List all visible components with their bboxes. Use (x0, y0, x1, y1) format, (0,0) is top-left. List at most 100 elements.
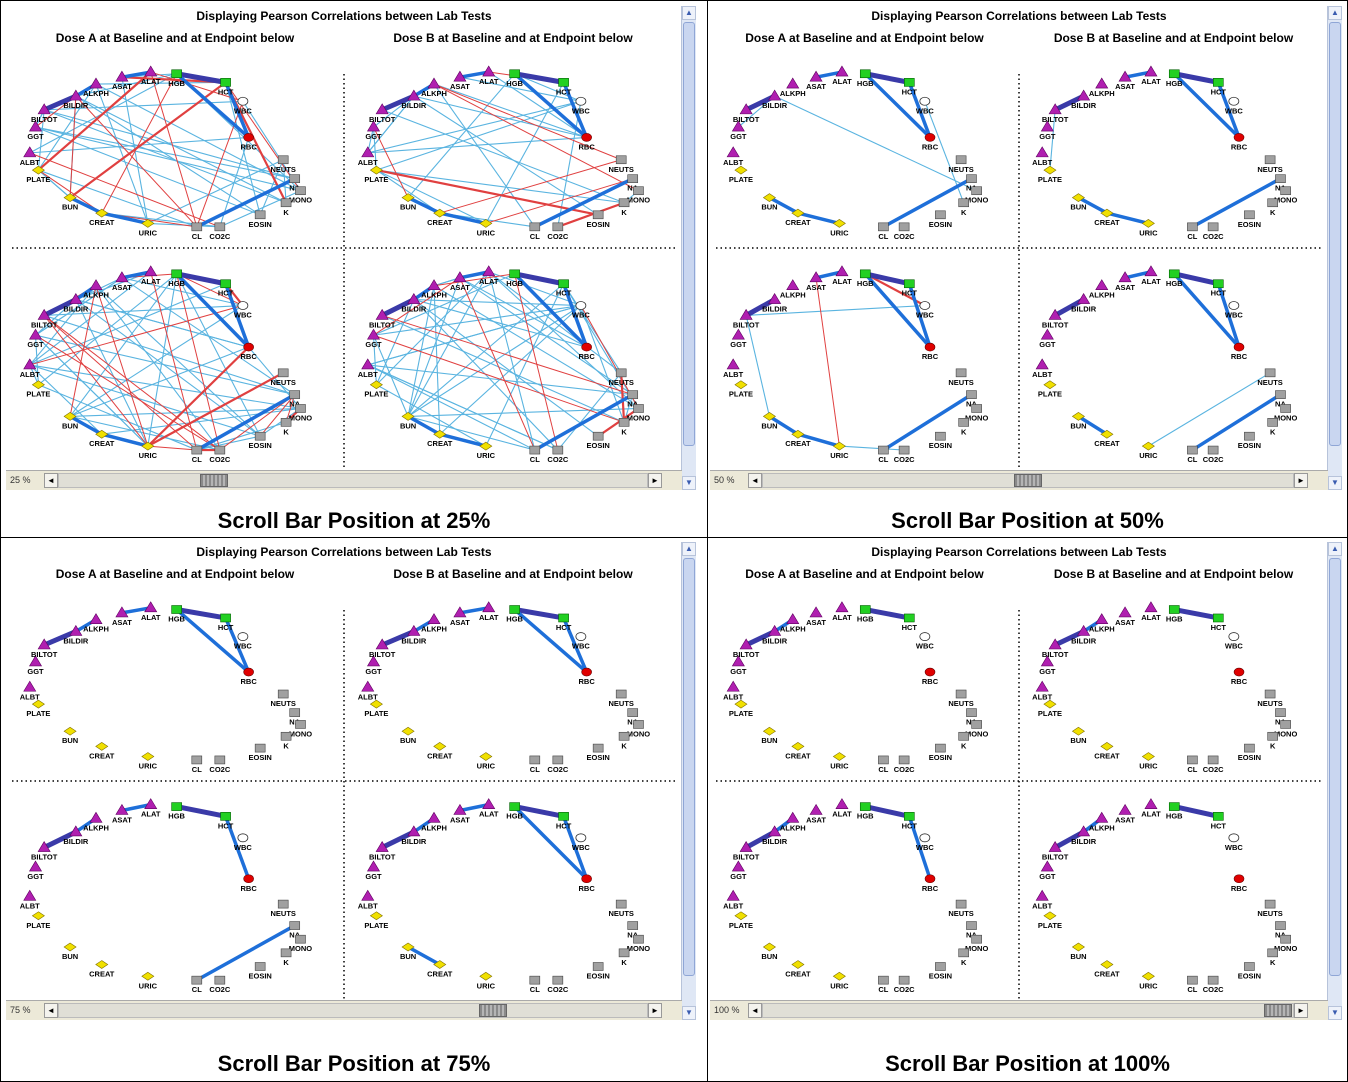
correlation-viewer[interactable]: Displaying Pearson Correlations between … (6, 6, 682, 470)
node-plate[interactable]: PLATE (26, 699, 50, 718)
node-co2c[interactable]: CO2C (209, 445, 231, 464)
node-creat[interactable]: CREAT (1094, 742, 1120, 760)
node-bun[interactable]: BUN (1070, 726, 1087, 745)
node-hgb[interactable]: HGB (857, 69, 874, 88)
node-alat[interactable]: ALAT (141, 65, 161, 86)
node-alkph[interactable]: ALKPH (1089, 811, 1115, 832)
node-albt[interactable]: ALBT (20, 889, 40, 910)
node-eosin[interactable]: EOSIN (586, 743, 610, 762)
node-alat[interactable]: ALAT (832, 798, 852, 819)
node-hgb[interactable]: HGB (1166, 802, 1183, 821)
node-uric[interactable]: URIC (1139, 971, 1158, 990)
node-wbc[interactable]: WBC (1225, 833, 1243, 852)
node-albt[interactable]: ALBT (358, 358, 378, 379)
node-alat[interactable]: ALAT (1141, 798, 1161, 819)
node-bildir[interactable]: BILDIR (63, 292, 89, 314)
node-bun[interactable]: BUN (400, 193, 416, 212)
node-biltot[interactable]: BILTOT (1042, 103, 1069, 124)
node-bun[interactable]: BUN (400, 726, 416, 745)
node-albt[interactable]: ALBT (20, 146, 40, 167)
node-cl[interactable]: CL (1187, 755, 1198, 774)
node-hct[interactable]: HCT (218, 279, 234, 298)
node-hgb[interactable]: HGB (1166, 269, 1183, 288)
node-plate[interactable]: PLATE (1038, 165, 1062, 184)
node-alat[interactable]: ALAT (479, 798, 499, 819)
node-albt[interactable]: ALBT (1032, 680, 1053, 701)
node-wbc[interactable]: WBC (916, 96, 934, 115)
node-mono[interactable]: MONO (1274, 404, 1297, 422)
node-bildir[interactable]: BILDIR (1071, 89, 1097, 110)
node-na[interactable]: NA (289, 708, 301, 727)
horizontal-scroll-thumb[interactable] (478, 1004, 507, 1017)
node-wbc[interactable]: WBC (1225, 301, 1243, 320)
node-uric[interactable]: URIC (830, 219, 849, 237)
scroll-right-button[interactable]: ► (1294, 1003, 1308, 1018)
node-co2c[interactable]: CO2C (547, 975, 569, 994)
node-alat[interactable]: ALAT (141, 601, 161, 622)
node-bun[interactable]: BUN (761, 726, 778, 745)
node-alat[interactable]: ALAT (141, 798, 161, 819)
node-hct[interactable]: HCT (1211, 812, 1227, 830)
node-cl[interactable]: CL (529, 222, 540, 241)
node-rbc[interactable]: RBC (579, 874, 596, 893)
node-bun[interactable]: BUN (62, 942, 78, 961)
node-neuts[interactable]: NEUTS (1257, 689, 1283, 708)
horizontal-scrollbar[interactable]: 100 % ◄ ► (710, 1000, 1328, 1020)
node-biltot[interactable]: BILTOT (733, 308, 760, 329)
node-co2c[interactable]: CO2C (547, 222, 569, 241)
node-mono[interactable]: MONO (965, 186, 988, 205)
node-k[interactable]: K (958, 198, 969, 217)
node-ggt[interactable]: GGT (730, 328, 747, 349)
node-hct[interactable]: HCT (556, 78, 572, 96)
node-hgb[interactable]: HGB (857, 802, 874, 821)
node-albt[interactable]: ALBT (358, 889, 378, 910)
node-neuts[interactable]: NEUTS (948, 155, 974, 174)
scroll-left-button[interactable]: ◄ (44, 473, 58, 488)
node-mono[interactable]: MONO (289, 404, 312, 422)
node-albt[interactable]: ALBT (723, 146, 744, 167)
node-alkph[interactable]: ALKPH (421, 279, 447, 300)
node-na[interactable]: NA (627, 390, 639, 409)
node-na[interactable]: NA (1275, 390, 1286, 409)
node-alat[interactable]: ALAT (1141, 265, 1161, 286)
node-creat[interactable]: CREAT (785, 960, 811, 979)
scroll-down-button[interactable]: ▼ (1328, 1006, 1342, 1020)
node-biltot[interactable]: BILTOT (31, 308, 58, 329)
node-neuts[interactable]: NEUTS (608, 899, 634, 918)
node-bun[interactable]: BUN (62, 726, 78, 745)
node-cl[interactable]: CL (1187, 445, 1198, 464)
node-eosin[interactable]: EOSIN (248, 743, 272, 762)
node-ggt[interactable]: GGT (365, 120, 382, 141)
node-neuts[interactable]: NEUTS (948, 899, 974, 918)
node-co2c[interactable]: CO2C (894, 975, 915, 994)
node-co2c[interactable]: CO2C (547, 755, 569, 774)
node-asat[interactable]: ASAT (1115, 803, 1135, 825)
node-mono[interactable]: MONO (965, 934, 988, 953)
node-bun[interactable]: BUN (400, 412, 416, 430)
node-biltot[interactable]: BILTOT (733, 103, 760, 124)
node-creat[interactable]: CREAT (785, 429, 811, 448)
node-uric[interactable]: URIC (1139, 219, 1158, 237)
node-eosin[interactable]: EOSIN (929, 743, 952, 762)
node-bildir[interactable]: BILDIR (63, 825, 89, 846)
node-asat[interactable]: ASAT (450, 606, 470, 627)
node-bildir[interactable]: BILDIR (401, 89, 427, 110)
node-co2c[interactable]: CO2C (1203, 445, 1224, 464)
node-hgb[interactable]: HGB (168, 269, 186, 288)
node-uric[interactable]: URIC (830, 971, 849, 990)
scroll-up-button[interactable]: ▲ (1328, 6, 1342, 20)
node-hct[interactable]: HCT (902, 812, 918, 830)
node-mono[interactable]: MONO (1274, 720, 1297, 738)
node-rbc[interactable]: RBC (1231, 667, 1248, 686)
node-neuts[interactable]: NEUTS (1257, 368, 1283, 387)
node-biltot[interactable]: BILTOT (369, 103, 396, 124)
node-k[interactable]: K (618, 948, 630, 967)
node-wbc[interactable]: WBC (572, 301, 590, 320)
node-alkph[interactable]: ALKPH (780, 279, 806, 300)
node-albt[interactable]: ALBT (1032, 358, 1053, 379)
node-eosin[interactable]: EOSIN (929, 431, 952, 450)
node-uric[interactable]: URIC (477, 441, 496, 460)
node-neuts[interactable]: NEUTS (1257, 899, 1283, 918)
node-creat[interactable]: CREAT (785, 742, 811, 760)
node-alat[interactable]: ALAT (832, 265, 852, 286)
